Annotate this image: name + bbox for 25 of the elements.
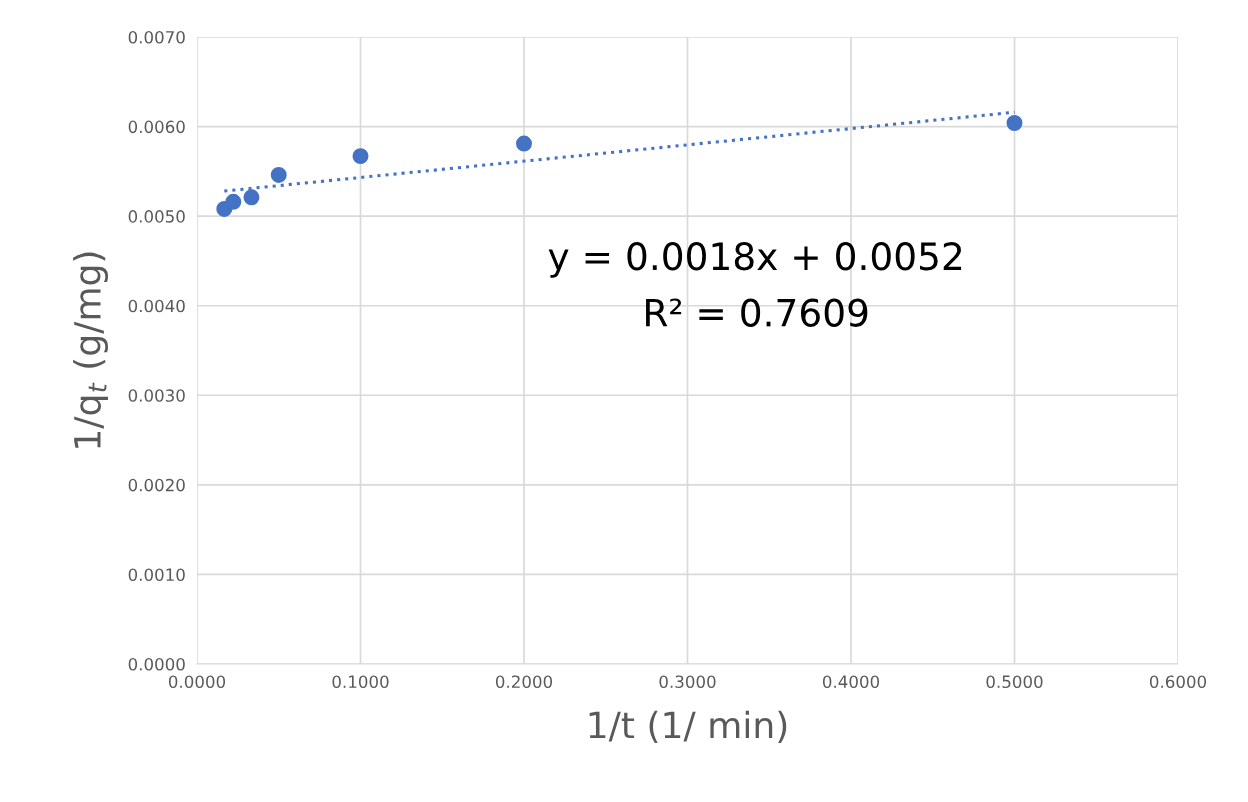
x-tick-label: 0.0000	[168, 675, 226, 689]
point	[1006, 115, 1023, 131]
x-axis-title: 1/t (1/ min)	[589, 710, 787, 743]
y-tick-label: 0.0030	[128, 389, 185, 402]
y-tick-label: 0.0060	[128, 120, 185, 134]
annotation: y = 0.0018x + 0.0052	[548, 242, 962, 278]
x-tick-label: 0.5000	[986, 675, 1043, 689]
y-tick-label: 0.0010	[128, 568, 185, 581]
y-tick-label: 0.0040	[128, 299, 185, 313]
x-tick-label: 0.6000	[1149, 675, 1207, 689]
x-tick-label: 0.3000	[659, 675, 716, 689]
y-tick-label: 0.0070	[128, 30, 185, 44]
y-axis-title: 1/q$_{t}$ (g/mg)	[73, 252, 109, 448]
x-tick-label: 0.4000	[822, 675, 880, 689]
y-tick-label: 0.0020	[128, 478, 185, 492]
x-tick-label: 0.1000	[332, 675, 389, 689]
y-tick-label: 0.0000	[128, 657, 185, 671]
point	[516, 135, 532, 152]
point	[352, 148, 369, 165]
point	[225, 193, 242, 210]
point	[243, 189, 260, 206]
x-tick-label: 0.2000	[495, 675, 553, 689]
y-tick-label: 0.0050	[128, 210, 185, 223]
annotation: R² = 0.7609	[646, 298, 868, 327]
point	[270, 166, 287, 183]
